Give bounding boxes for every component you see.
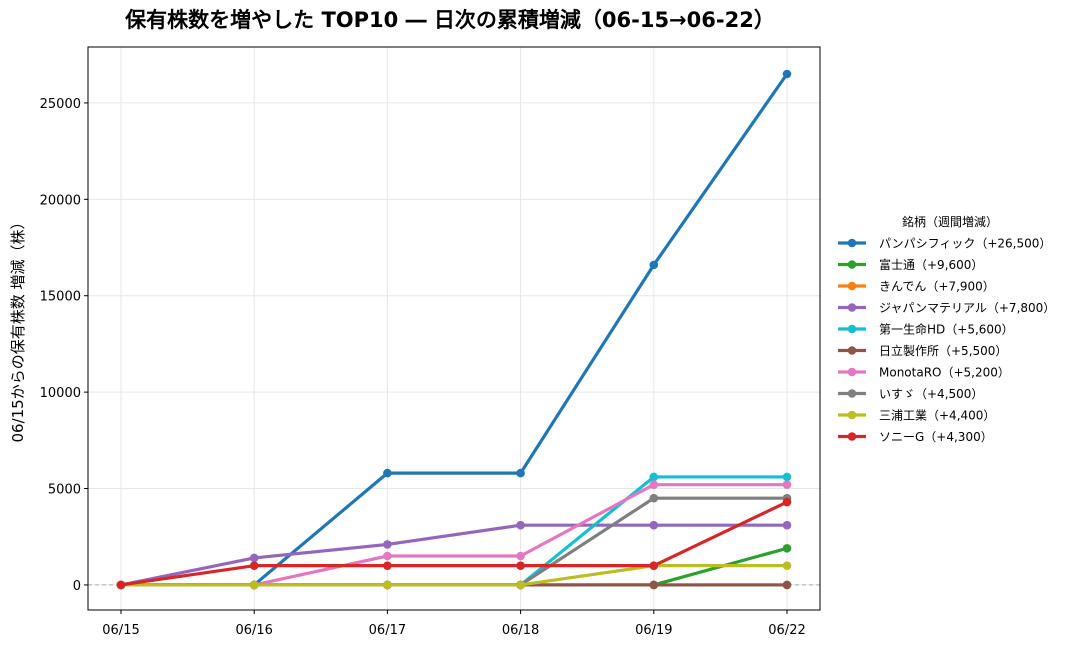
chart-title: 保有株数を増やした TOP10 ― 日次の累積増減（06-15→06-22） [125, 8, 775, 32]
y-axis-label: 06/15からの保有株数 増減（株） [9, 215, 27, 443]
data-point [649, 260, 659, 270]
legend-item: きんでん（+7,900） [838, 280, 995, 294]
legend-swatch-marker [847, 260, 857, 269]
legend-swatch-marker [847, 432, 857, 441]
series-line [121, 73, 789, 587]
x-tick-label: 06/15 [102, 623, 139, 638]
legend-item: 第一生命HD（+5,600） [838, 322, 1014, 337]
series-line [120, 500, 788, 587]
data-point [649, 580, 659, 590]
data-point [782, 472, 792, 482]
legend-item: MonotaRO（+5,200） [838, 366, 1010, 380]
data-point [782, 480, 792, 489]
data-point [516, 520, 525, 530]
legend-swatch-marker [847, 324, 857, 334]
data-point [782, 580, 792, 590]
data-point [249, 553, 259, 563]
series-line [121, 564, 787, 587]
y-tick-label: 20000 [40, 193, 81, 208]
data-point [383, 540, 392, 549]
series-0 [116, 69, 792, 590]
data-point [649, 480, 659, 489]
y-tick-label: 0 [73, 579, 81, 594]
legend-item: ソニーG（+4,300） [838, 430, 993, 444]
series-layer [116, 69, 792, 590]
series-line [120, 523, 787, 587]
data-point [649, 561, 659, 570]
y-tick-label: 10000 [40, 386, 81, 401]
data-point [516, 468, 525, 478]
series-9 [116, 497, 792, 590]
data-point [782, 520, 792, 530]
legend-item: 富士通（+9,600） [838, 257, 983, 272]
data-point [782, 544, 792, 553]
legend-swatch-marker [847, 346, 857, 355]
data-point [383, 580, 392, 590]
legend-label: 富士通（+9,600） [879, 257, 983, 272]
y-tick-label: 5000 [48, 483, 81, 498]
data-point [782, 561, 792, 570]
legend-item: 三浦工業（+4,400） [838, 409, 995, 423]
legend-swatch-marker [847, 367, 857, 377]
data-point [383, 561, 392, 570]
legend: 銘柄（週間増減） パンパシフィック（+26,500） 富士通（+9,600） きんでん… [838, 214, 1055, 444]
legend-label: 第一生命HD（+5,600） [879, 322, 1014, 337]
legend-swatch-marker [847, 389, 857, 398]
data-point [516, 580, 525, 590]
data-point [383, 468, 392, 478]
data-point [782, 69, 792, 79]
data-point [249, 580, 259, 590]
x-tick-label: 06/17 [369, 623, 406, 638]
legend-label: きんでん（+7,900） [879, 280, 995, 294]
x-tick-label: 06/22 [768, 623, 805, 638]
y-tick-label: 15000 [40, 290, 81, 305]
axis-layer: 06/15 06/16 06/17 06/18 06/19 06/22 0 5000 10000… [40, 97, 806, 638]
data-point [782, 497, 792, 507]
legend-label: 日立製作所（+5,500） [879, 343, 1007, 358]
data-point [649, 472, 659, 482]
legend-label: パンパシフィック（+26,500） [879, 237, 1051, 251]
data-point [383, 551, 392, 561]
legend-item: ジャパンマテリアル（+7,800） [838, 301, 1055, 315]
x-tick-label: 06/19 [635, 623, 672, 638]
data-point [116, 580, 126, 590]
legend-label: 三浦工業（+4,400） [879, 409, 995, 423]
legend-swatch-marker [847, 281, 857, 291]
x-tick-label: 06/16 [235, 623, 272, 638]
legend-swatch-marker [847, 238, 857, 248]
x-tick-label: 06/18 [502, 623, 539, 638]
legend-label: いすゞ（+4,500） [879, 387, 983, 401]
series-3 [116, 520, 792, 590]
legend-item: いすゞ（+4,500） [838, 387, 983, 401]
data-point [516, 561, 525, 570]
legend-label: ソニーG（+4,300） [879, 430, 993, 444]
data-point [649, 493, 659, 503]
legend-item: 日立製作所（+5,500） [838, 343, 1007, 358]
y-tick-label: 25000 [40, 97, 81, 112]
legend-swatch-marker [847, 303, 857, 312]
legend-title: 銘柄（週間増減） [902, 214, 998, 229]
data-point [649, 520, 659, 530]
plot-frame [87, 46, 821, 611]
legend-label: ジャパンマテリアル（+7,800） [879, 301, 1055, 315]
legend-swatch-marker [847, 410, 857, 420]
data-point [249, 561, 259, 570]
legend-item: パンパシフィック（+26,500） [838, 237, 1051, 251]
data-point [516, 551, 525, 561]
legend-label: MonotaRO（+5,200） [879, 366, 1010, 380]
series-line [121, 475, 787, 587]
